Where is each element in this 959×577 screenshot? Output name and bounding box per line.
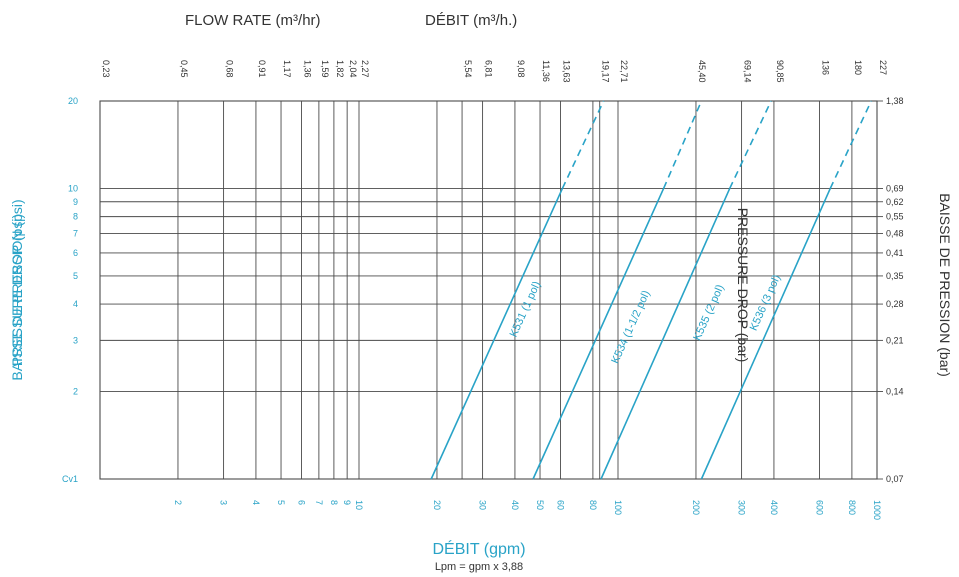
curve-solid-2: [600, 188, 731, 480]
curve-dashed-2: [729, 100, 772, 189]
left-tick-labels: Cv1 2 3 4 5 6 7 8 9 10 20: [62, 96, 78, 484]
left-tick-label: 2: [73, 387, 78, 397]
bottom-axis-subtitle: Lpm = gpm x 3,88: [435, 561, 523, 573]
valve-curves: K531 (1 pol) K534 (1-1/2 pol) K535 (2 pol)…: [430, 100, 872, 480]
bottom-tick-label: 300: [737, 500, 747, 515]
left-tick-label: 9: [73, 197, 78, 207]
top-tick-label: 227: [878, 60, 888, 75]
bottom-tick-label: 9: [342, 500, 352, 505]
bottom-tick-label: 2: [173, 500, 183, 505]
top-tick-label: 2,04: [348, 60, 358, 78]
left-tick-label: 5: [73, 271, 78, 281]
bottom-tick-label: 8: [329, 500, 339, 505]
curve-solid-0: [430, 188, 564, 480]
right-tick-label: 0,41: [886, 248, 904, 258]
right-tick-label: 0,48: [886, 228, 904, 238]
right-tick-label: 0,14: [886, 387, 904, 397]
top-tick-label: 22,71: [619, 60, 629, 83]
top-tick-label: 69,14: [743, 60, 753, 83]
right-tick-label: 0,35: [886, 271, 904, 281]
top-tick-labels: 0,23 0,45 0,68 0,91 1,17 1,36 1,59 1,82 2,04 2,27…: [101, 60, 888, 83]
bottom-tick-label: 7: [314, 500, 324, 505]
top-tick-label: 1,59: [320, 60, 330, 78]
left-tick-label: 20: [68, 96, 78, 106]
curve-label-0: K531 (1 pol): [508, 280, 544, 340]
right-tick-labels: 0,07 0,14 0,21 0,28 0,35 0,41 0,48 0,55 0,62 0,69…: [877, 96, 904, 484]
left-tick-label: 10: [68, 183, 78, 193]
top-tick-label: 13,63: [562, 60, 572, 83]
bottom-tick-label: 1000: [872, 500, 882, 520]
left-tick-label: 4: [73, 299, 78, 309]
top-tick-label: 19,17: [601, 60, 611, 83]
top-tick-label: 0,91: [257, 60, 267, 78]
bottom-tick-label: 200: [691, 500, 701, 515]
top-tick-label: 90,85: [775, 60, 785, 83]
curve-label-1: K534 (1-1/2 pol): [609, 289, 652, 366]
top-tick-label: 11,36: [541, 60, 551, 82]
curve-dashed-3: [829, 100, 872, 189]
right-tick-label: 0,21: [886, 335, 904, 345]
bottom-tick-label: 40: [510, 500, 520, 510]
bottom-tick-label: 400: [769, 500, 779, 515]
bottom-tick-label: 10: [354, 500, 364, 510]
top-tick-label: 1,36: [303, 60, 313, 78]
top-title-flow-rate: FLOW RATE (m³/hr): [185, 12, 321, 29]
bottom-tick-label: 80: [588, 500, 598, 510]
bottom-tick-label: 800: [847, 500, 857, 515]
bottom-tick-label: 30: [478, 500, 488, 510]
right-tick-label: 0,62: [886, 197, 904, 207]
top-tick-label: 6,81: [484, 60, 494, 78]
bottom-tick-label: 6: [297, 500, 307, 505]
top-tick-label: 5,54: [463, 60, 473, 78]
right-tick-label: 0,55: [886, 212, 904, 222]
right-axis-label-inner: PRESSURE DROP (bar): [735, 208, 751, 363]
grid-lines: [99, 100, 878, 480]
bottom-axis-title: DÉBIT (gpm): [432, 539, 525, 558]
bottom-tick-label: 100: [613, 500, 623, 515]
left-axis-label-overlap: BAISSE DE PRESSION (psi): [9, 199, 25, 380]
curve-label-3: K536 (3 pol): [748, 273, 783, 333]
top-tick-label: 1,82: [335, 60, 345, 78]
top-tick-label: 45,40: [697, 60, 707, 83]
top-tick-label: 2,27: [360, 60, 370, 78]
left-tick-label: 8: [73, 212, 78, 222]
bottom-tick-label: 50: [535, 500, 545, 510]
right-tick-label: 0,07: [886, 474, 904, 484]
top-tick-label: 1,17: [282, 60, 292, 78]
left-tick-label: 3: [73, 335, 78, 345]
bottom-tick-label: 4: [251, 500, 261, 505]
right-tick-label: 0,69: [886, 183, 904, 193]
bottom-tick-label: 20: [432, 500, 442, 510]
curve-label-2: K535 (2 pol): [691, 283, 726, 343]
right-tick-label: 1,38: [886, 96, 904, 106]
top-title-debit: DÉBIT (m³/h.): [425, 12, 517, 29]
right-axis-label-outer: BAISSE DE PRESSION (bar): [937, 193, 953, 377]
bottom-tick-label: 5: [276, 500, 286, 505]
curve-dashed-0: [561, 100, 605, 189]
top-tick-label: 0,23: [101, 60, 111, 78]
plot-frame: [99, 100, 878, 480]
left-tick-label: 6: [73, 248, 78, 258]
bottom-tick-label: 60: [556, 500, 566, 510]
left-tick-label: 7: [73, 228, 78, 238]
top-tick-label: 136: [821, 60, 831, 75]
top-tick-label: 180: [853, 60, 863, 75]
top-tick-label: 9,08: [516, 60, 526, 78]
right-tick-label: 0,28: [886, 299, 904, 309]
top-tick-label: 0,68: [225, 60, 235, 78]
curve-solid-3: [700, 188, 831, 480]
bottom-tick-labels: 2 3 4 5 6 7 8 9 10 20 30 40 50 60 80 100 200 300 400 600 800…: [173, 500, 882, 520]
bottom-tick-label: 600: [815, 500, 825, 515]
top-tick-label: 0,45: [179, 60, 189, 78]
curve-solid-1: [532, 188, 665, 480]
left-axis-label-main: PRESSURE DROP (psi): [9, 214, 25, 366]
bottom-tick-label: 3: [219, 500, 229, 505]
left-tick-label: Cv1: [62, 474, 78, 484]
curve-dashed-1: [662, 100, 703, 189]
